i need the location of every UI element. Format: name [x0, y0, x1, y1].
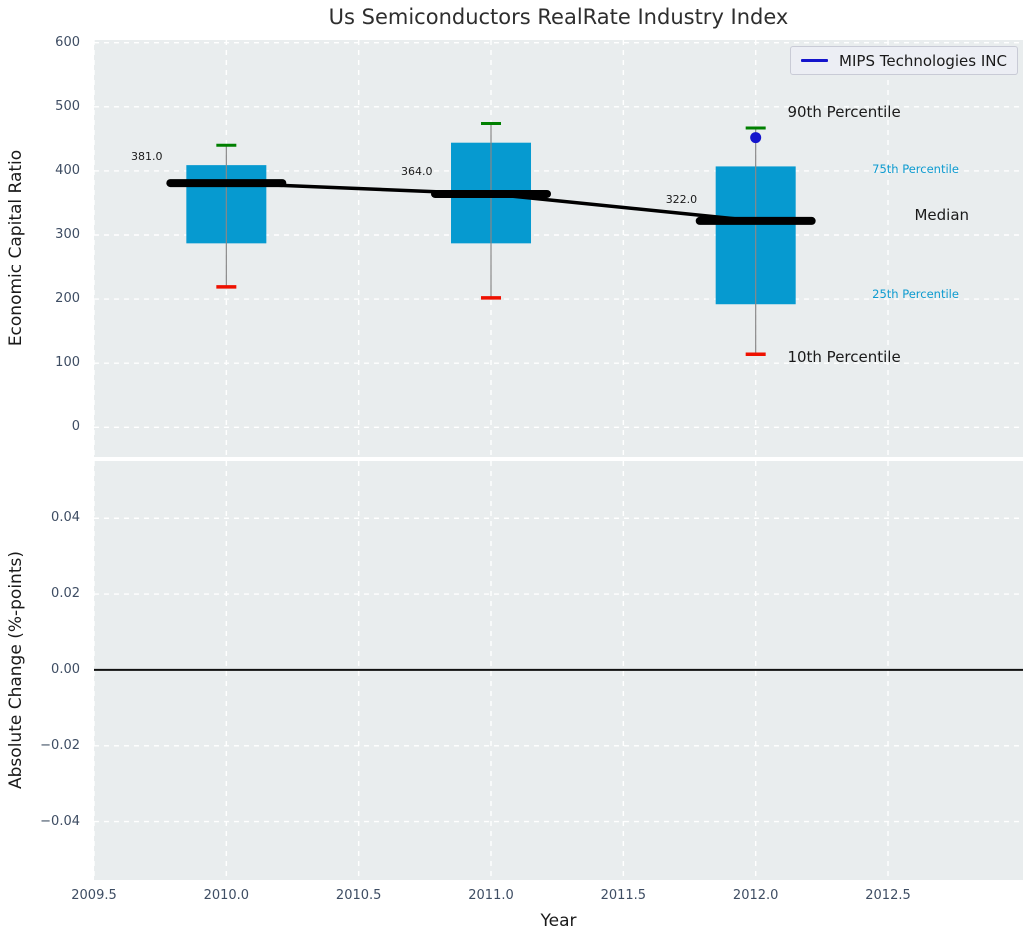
legend-line-sample: [801, 59, 829, 62]
y-tick-label-bottom: 0.04: [51, 510, 80, 526]
x-tick-label: 2012.0: [732, 888, 779, 903]
top-axes-economic-capital-ratio: [94, 40, 1023, 457]
x-tick-label: 2011.0: [468, 888, 514, 903]
chart-title: Us Semiconductors RealRate Industry Inde…: [328, 5, 789, 29]
y-tick-label-bottom: 0.00: [51, 661, 80, 677]
company-point-dot: [750, 132, 762, 144]
y-tick-label-bottom: 0.02: [51, 586, 80, 602]
annotation: 364.0: [401, 164, 433, 178]
y-tick-label-top: 200: [55, 291, 80, 307]
y-tick-label-top: 500: [55, 98, 80, 114]
y-tick-label-bottom: −0.02: [40, 737, 80, 753]
y-tick-label-top: 0: [71, 419, 80, 435]
axes-background: [94, 40, 1023, 457]
x-tick-label: 2010.0: [203, 888, 250, 903]
annotation: 322.0: [665, 192, 698, 206]
annotation: 90th Percentile: [787, 102, 901, 121]
legend-label: MIPS Technologies INC: [839, 51, 1007, 70]
y-tick-label-top: 400: [55, 162, 80, 178]
bottom-axes-absolute-change: [94, 461, 1023, 880]
legend: MIPS Technologies INC: [790, 46, 1018, 75]
annotation: 25th Percentile: [872, 286, 959, 301]
x-tick-label: 2011.5: [600, 888, 647, 903]
annotation: 381.0: [131, 149, 163, 163]
y-axis-label-top: Economic Capital Ratio: [6, 149, 26, 347]
y-tick-label-top: 300: [55, 227, 80, 242]
y-tick-label-bottom: −0.04: [40, 813, 80, 829]
y-tick-label-top: 100: [55, 355, 80, 371]
x-axis-label: Year: [540, 911, 577, 931]
x-tick-label: 2009.5: [71, 888, 117, 903]
annotation: Median: [914, 205, 970, 224]
x-tick-label: 2010.5: [335, 888, 382, 903]
y-tick-label-top: 600: [55, 34, 80, 50]
annotation: 10th Percentile: [787, 348, 901, 367]
x-tick-label: 2012.5: [865, 888, 911, 903]
annotation: 75th Percentile: [872, 162, 959, 177]
